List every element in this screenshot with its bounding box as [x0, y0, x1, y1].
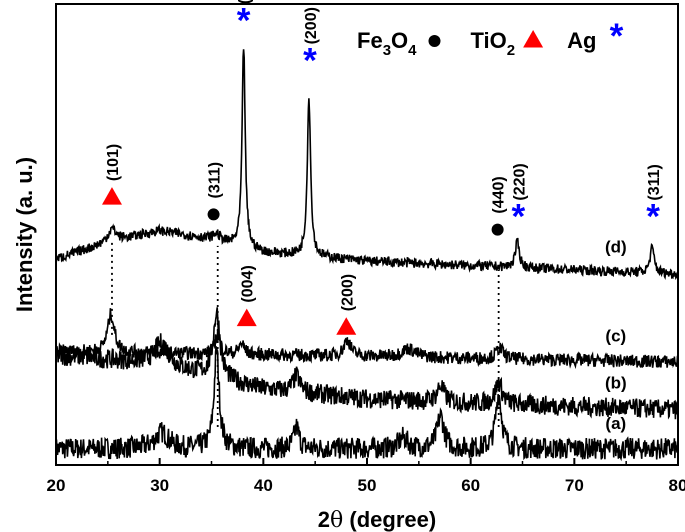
series-line	[55, 49, 679, 281]
fe3o4-marker	[491, 223, 504, 236]
ag-marker: *	[237, 1, 251, 40]
x-tick-label: 20	[47, 476, 66, 495]
legend-label: Ag	[567, 28, 596, 53]
x-tick-label: 30	[150, 476, 169, 495]
x-tick-label: 80	[669, 476, 685, 495]
series-label: (c)	[605, 327, 626, 346]
peak-label: (111)	[237, 0, 254, 4]
x-tick-label: 60	[461, 476, 480, 495]
x-axis-ticks: 20 30 40 50 60 70 80	[47, 458, 685, 495]
x-tick-label: 50	[358, 476, 377, 495]
tio2-marker	[236, 308, 257, 327]
y-axis-label: Intensity (a. u.)	[12, 157, 37, 312]
peak-annotations: (101)(311)*(111)*(200)(004)(200)(440)*(2…	[101, 0, 663, 335]
series-lines: (a) (b) (c) (d)	[55, 49, 679, 462]
ag-marker: *	[303, 41, 317, 80]
series-line	[55, 307, 679, 420]
tio2-marker	[523, 30, 544, 48]
fe3o4-marker	[207, 208, 220, 221]
series-line	[55, 308, 679, 370]
x-axis-label: 2θ (degree)	[318, 507, 436, 532]
reference-lines	[111, 240, 500, 428]
tio2-marker	[336, 317, 357, 335]
peak-label: (220)	[511, 163, 528, 200]
peak-label: (440)	[491, 176, 508, 213]
peak-label: (004)	[240, 265, 257, 302]
series-line	[55, 346, 679, 462]
legend-label: Fe3O4	[357, 28, 417, 59]
tio2-marker	[101, 187, 122, 205]
peak-label: (101)	[105, 144, 122, 181]
series-label: (b)	[605, 374, 627, 393]
series-label: (a)	[605, 414, 626, 433]
x-tick-label: 70	[565, 476, 584, 495]
legend: Fe3O4 TiO2 Ag *	[357, 17, 624, 59]
peak-label: (200)	[303, 7, 320, 44]
peak-label: (311)	[646, 164, 663, 200]
y-axis: Intensity (a. u.)	[12, 157, 37, 312]
legend-label: TiO2	[471, 28, 516, 59]
x-tick-label: 40	[254, 476, 273, 495]
series-label: (d)	[605, 237, 627, 256]
peak-label: (311)	[207, 162, 224, 198]
ag-marker: *	[646, 198, 660, 237]
ag-marker: *	[610, 17, 624, 56]
fe3o4-marker	[428, 35, 441, 47]
peak-label: (200)	[339, 274, 356, 311]
ag-marker: *	[512, 198, 526, 237]
